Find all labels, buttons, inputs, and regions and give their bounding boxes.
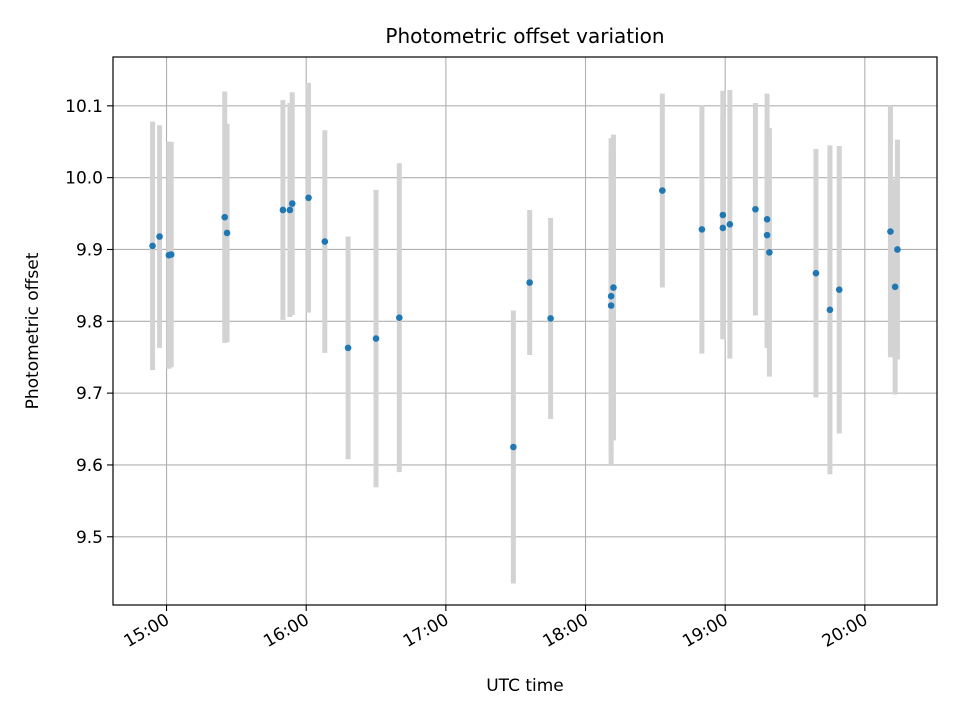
- y-tick-label: 9.6: [76, 456, 103, 476]
- data-point: [344, 344, 352, 352]
- data-point: [547, 315, 554, 322]
- data-point: [726, 221, 734, 228]
- data-point: [763, 216, 771, 223]
- data-point: [279, 206, 287, 214]
- y-tick-label: 10.1: [65, 97, 103, 117]
- data-point: [766, 249, 773, 256]
- data-point: [719, 211, 727, 219]
- data-point: [610, 284, 617, 291]
- data-point: [221, 213, 229, 221]
- y-tick-label: 9.9: [76, 240, 103, 260]
- data-point: [812, 269, 820, 277]
- data-point: [286, 206, 294, 214]
- x-axis-title: UTC time: [486, 676, 564, 696]
- data-point: [826, 306, 834, 314]
- data-point: [659, 187, 666, 194]
- chart-title: Photometric offset variation: [385, 24, 664, 48]
- data-points: [149, 187, 901, 451]
- y-axis-ticks: 9.5 9.6 9.7 9.8 9.9 10.0 10.1: [65, 97, 113, 548]
- data-point: [607, 302, 615, 309]
- data-point: [167, 251, 175, 258]
- data-point: [607, 292, 615, 300]
- data-point: [321, 238, 329, 245]
- y-axis-title: Photometric offset: [23, 252, 43, 409]
- data-point: [887, 228, 894, 235]
- data-point: [752, 205, 759, 213]
- data-point: [698, 226, 706, 233]
- data-point: [763, 231, 771, 239]
- y-tick-label: 10.0: [65, 169, 103, 189]
- data-point: [372, 335, 380, 342]
- data-point: [149, 242, 156, 250]
- data-point: [396, 314, 403, 322]
- data-point: [891, 283, 899, 291]
- data-point: [156, 233, 163, 240]
- y-tick-label: 9.8: [76, 312, 103, 332]
- y-tick-label: 9.7: [76, 384, 103, 404]
- data-point: [223, 229, 231, 237]
- data-point: [719, 224, 727, 232]
- grid: [113, 57, 937, 605]
- data-point: [510, 443, 517, 451]
- data-point: [288, 200, 296, 207]
- data-point: [835, 286, 843, 294]
- plot-frame: [112, 56, 938, 606]
- y-tick-label: 9.5: [76, 528, 103, 548]
- data-point: [526, 279, 533, 286]
- data-point: [894, 246, 901, 253]
- data-point: [305, 194, 312, 202]
